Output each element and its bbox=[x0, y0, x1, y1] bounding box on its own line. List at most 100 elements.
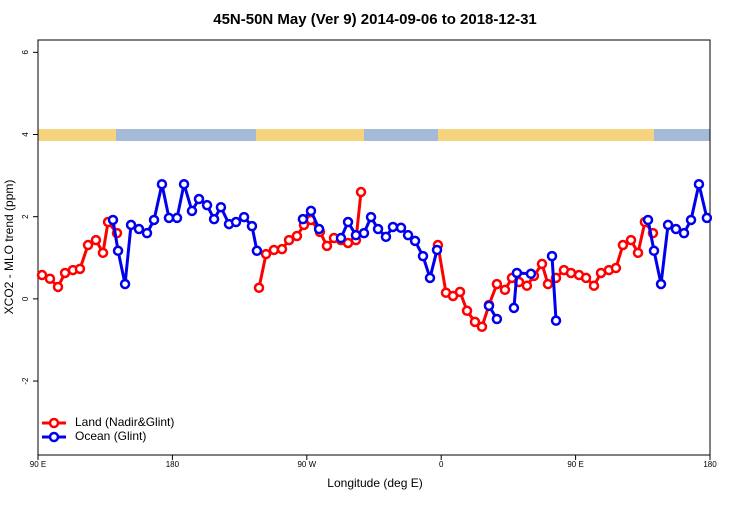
data-point bbox=[74, 263, 86, 275]
data-point bbox=[491, 278, 503, 290]
data-point bbox=[283, 234, 295, 246]
data-point bbox=[395, 222, 407, 234]
data-point bbox=[476, 321, 488, 333]
data-point bbox=[133, 223, 145, 235]
x-tick-label: 90 E bbox=[567, 460, 583, 469]
data-point bbox=[365, 211, 377, 223]
data-point bbox=[461, 305, 473, 317]
y-axis-label: XCO2 - MLO trend (ppm) bbox=[2, 180, 16, 315]
data-point bbox=[499, 284, 511, 296]
data-point bbox=[685, 214, 697, 226]
data-point bbox=[550, 315, 562, 326]
data-point bbox=[52, 281, 64, 293]
land-strip bbox=[38, 129, 116, 141]
data-point bbox=[424, 272, 436, 284]
x-tick-label: 90 E bbox=[30, 460, 46, 469]
data-point bbox=[171, 212, 183, 224]
data-point bbox=[178, 178, 190, 190]
data-point bbox=[454, 286, 466, 298]
data-point bbox=[238, 211, 250, 223]
data-point bbox=[565, 267, 577, 279]
data-point bbox=[297, 213, 309, 225]
data-point bbox=[546, 250, 558, 262]
data-point bbox=[648, 245, 660, 257]
data-point bbox=[163, 212, 175, 224]
data-point bbox=[693, 178, 705, 190]
data-point bbox=[119, 278, 131, 290]
data-point bbox=[580, 272, 592, 284]
data-point bbox=[305, 205, 317, 217]
data-point bbox=[321, 240, 333, 252]
x-tick-label: 180 bbox=[166, 460, 180, 469]
legend: Land (Nadir&Glint)Ocean (Glint) bbox=[42, 415, 174, 443]
data-point bbox=[291, 230, 303, 242]
map-strip bbox=[38, 129, 710, 141]
data-point bbox=[670, 223, 682, 235]
x-tick-label: 0 bbox=[439, 460, 444, 469]
data-point bbox=[90, 234, 102, 246]
data-point bbox=[617, 239, 629, 251]
data-point bbox=[148, 214, 160, 226]
data-point bbox=[536, 258, 548, 270]
data-point bbox=[402, 229, 414, 241]
data-point bbox=[431, 244, 443, 256]
data-point bbox=[469, 316, 481, 328]
y-tick-label: 0 bbox=[21, 296, 30, 301]
data-point bbox=[678, 227, 690, 239]
data-point bbox=[483, 300, 495, 312]
data-point bbox=[525, 268, 537, 280]
data-point bbox=[521, 280, 533, 291]
data-point bbox=[208, 213, 220, 225]
data-point bbox=[372, 223, 384, 235]
plot-frame bbox=[37, 39, 711, 456]
data-point bbox=[380, 231, 392, 243]
land-strip bbox=[256, 129, 364, 141]
data-point bbox=[588, 280, 600, 291]
data-point bbox=[260, 248, 272, 260]
data-point bbox=[655, 278, 667, 290]
data-point bbox=[387, 221, 399, 233]
data-point bbox=[625, 234, 637, 246]
data-point bbox=[186, 205, 198, 217]
x-tick-label: 90 W bbox=[297, 460, 316, 469]
data-point bbox=[417, 250, 429, 262]
data-point bbox=[141, 227, 153, 239]
data-point bbox=[276, 243, 288, 255]
data-point bbox=[632, 247, 644, 259]
x-axis-label: Longitude (deg E) bbox=[327, 476, 422, 490]
data-point bbox=[193, 193, 205, 205]
data-point bbox=[44, 273, 56, 284]
data-point bbox=[409, 235, 421, 247]
data-point bbox=[112, 245, 124, 257]
data-point bbox=[335, 232, 347, 244]
data-point bbox=[358, 227, 370, 239]
legend-marker bbox=[48, 417, 60, 429]
data-point bbox=[156, 178, 168, 190]
data-point bbox=[107, 214, 119, 226]
legend-label: Land (Nadir&Glint) bbox=[75, 415, 174, 429]
data-point bbox=[82, 239, 94, 251]
legend-label: Ocean (Glint) bbox=[75, 429, 146, 443]
x-tick-label: 180 bbox=[703, 460, 717, 469]
chart-title: 45N-50N May (Ver 9) 2014-09-06 to 2018-1… bbox=[213, 11, 537, 28]
data-point bbox=[511, 267, 523, 279]
data-point bbox=[642, 214, 654, 226]
data-point bbox=[36, 269, 48, 281]
data-point bbox=[253, 282, 265, 294]
data-point bbox=[350, 229, 362, 241]
data-point bbox=[342, 216, 354, 228]
data-point bbox=[508, 302, 520, 314]
data-point bbox=[246, 220, 258, 232]
data-point bbox=[313, 223, 325, 235]
y-tick-label: 2 bbox=[21, 214, 30, 219]
y-tick-label: -2 bbox=[21, 377, 30, 385]
data-point bbox=[662, 219, 674, 231]
data-point bbox=[230, 216, 242, 228]
data-point bbox=[125, 219, 137, 231]
data-point bbox=[491, 313, 503, 325]
data-point bbox=[97, 247, 109, 259]
data-point bbox=[542, 278, 554, 290]
data-point bbox=[610, 262, 622, 274]
data-point bbox=[215, 201, 227, 213]
